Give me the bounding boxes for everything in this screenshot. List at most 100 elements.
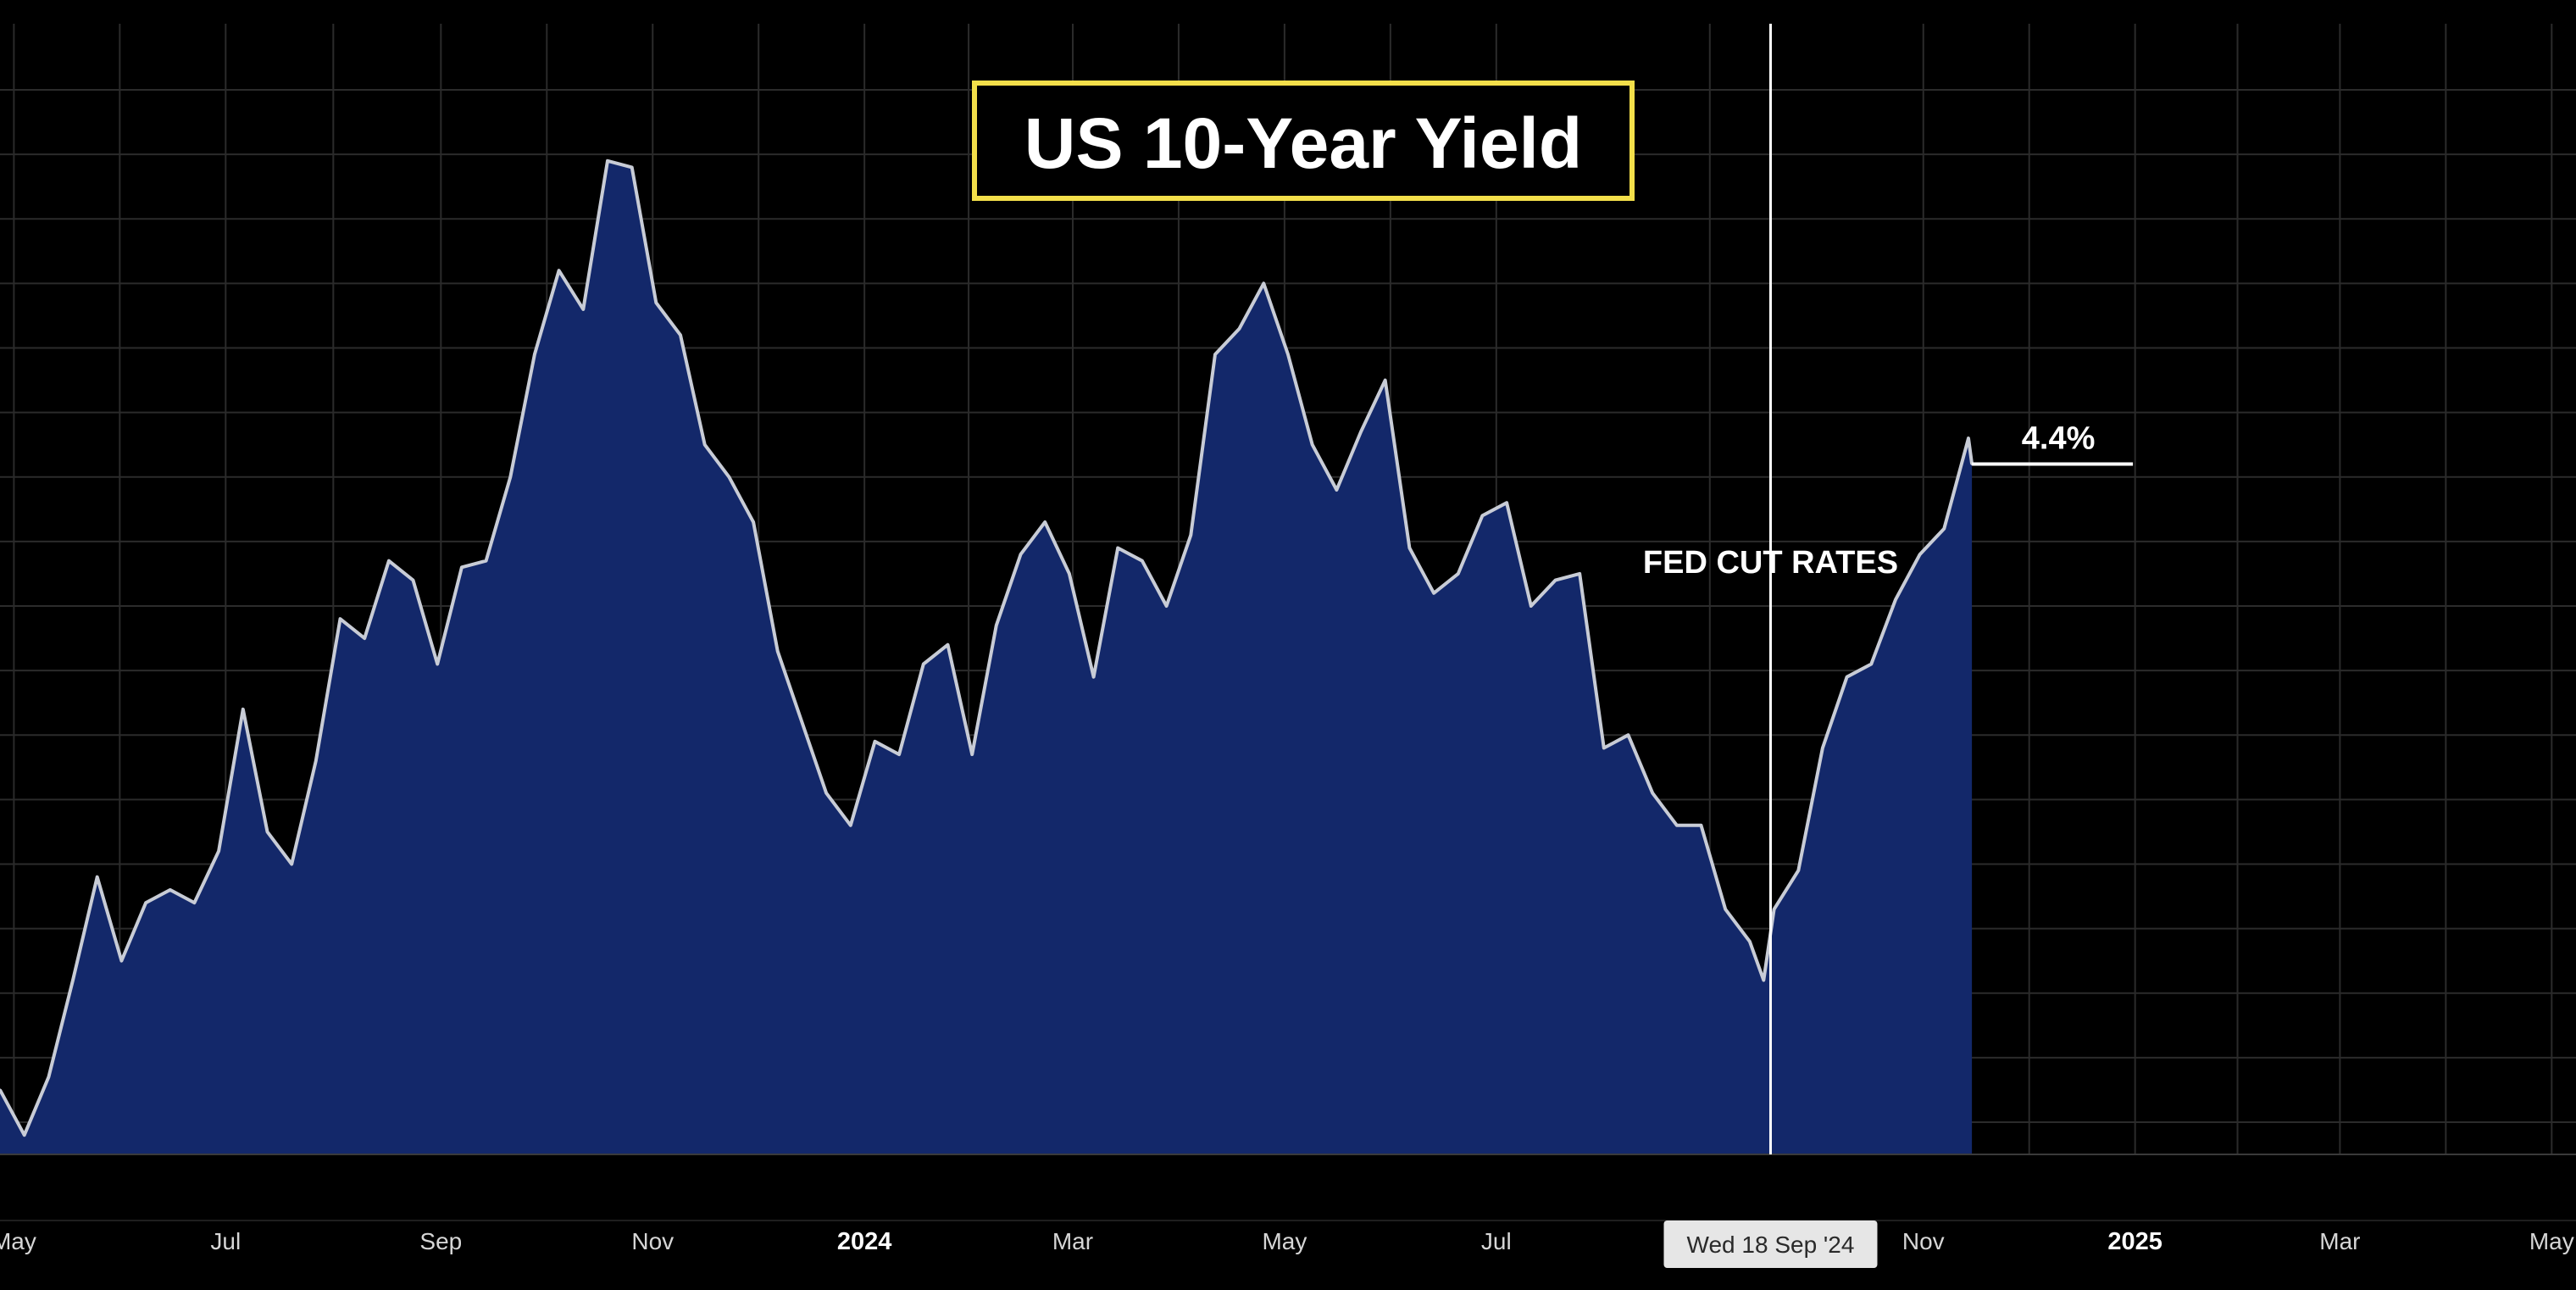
data-point [339,617,342,620]
data-point [824,792,828,795]
data-point [314,759,318,763]
x-tick-label: May [2529,1228,2574,1254]
data-point [800,720,803,724]
data-point [946,643,949,647]
data-point [1602,746,1606,749]
data-point [192,901,196,904]
data-point [1942,527,1946,531]
data-point [1724,908,1727,911]
data-point [1627,733,1630,737]
x-tick-label: Mar [2319,1228,2360,1254]
data-point [558,269,561,272]
x-tick-label: Jul [210,1228,241,1254]
data-point [1918,553,1922,556]
data-point [1262,281,1265,285]
crosshair-date-tag-bg [1663,1220,1878,1268]
data-point [217,849,220,853]
data-point [1359,430,1363,433]
data-point [630,165,634,169]
data-point [533,353,536,356]
data-point [703,443,707,447]
data-point [1505,501,1508,504]
data-point [119,959,123,963]
data-points [0,159,1974,1137]
data-point [1480,514,1484,517]
data-point [897,753,901,756]
data-point [606,159,609,163]
data-point [485,559,488,563]
data-point [1165,604,1169,608]
crosshair-date-tag[interactable]: Wed 18 Sep '24 [1663,1220,1878,1268]
x-tick-label: Mar [1052,1228,1093,1254]
data-point [0,1088,2,1092]
data-point [47,1076,50,1079]
data-point [23,1133,26,1137]
data-point [1019,553,1023,556]
title-frame [972,81,1635,201]
data-point [776,649,780,653]
data-point [970,753,974,756]
data-point [1457,572,1460,575]
data-point [1092,676,1096,679]
data-point [1432,592,1435,595]
crosshair-date-label: Wed 18 Sep '24 [1687,1232,1855,1258]
series-area [0,160,1973,1154]
data-point [1286,353,1290,356]
data-point [581,308,585,311]
data-point [1578,572,1581,575]
data-point [1311,443,1314,447]
x-tick-label: Jul [1481,1228,1512,1254]
data-point [849,824,852,827]
data-point [460,565,464,569]
data-point [71,978,75,981]
data-point [169,888,172,892]
fed-cut-annotation: FED CUT RATES [1643,545,1898,581]
x-tick-label: Nov [1902,1228,1945,1254]
data-point [1238,327,1241,331]
data-point [1407,546,1411,549]
data-point [1700,824,1703,827]
data-point [1773,908,1776,911]
data-point [265,830,269,833]
data-point [679,333,682,336]
data-point [995,624,998,627]
data-point [922,663,925,666]
x-tick-label: May [1262,1228,1307,1254]
data-point [412,579,415,582]
data-point [1796,869,1800,872]
data-point [1384,379,1387,382]
data-point [1189,533,1192,537]
data-point [1043,520,1046,524]
data-point [1675,824,1679,827]
data-point [654,301,658,304]
data-point [1530,604,1533,608]
data-point [144,901,147,904]
x-tick-label: 2025 [2107,1228,2162,1255]
data-point [363,637,366,640]
x-tick-label: 2024 [837,1228,892,1255]
chart-title: US 10-Year Yield [1024,103,1582,183]
data-point [1821,746,1824,749]
data-point [1748,940,1752,943]
data-point [387,559,391,563]
data-point [752,520,755,524]
data-point [1651,792,1654,795]
data-point [1894,598,1897,601]
x-axis-ticks: May Jul Sep Nov 2024 Mar May Jul Nov 2025 Mar May [0,1228,2574,1255]
data-point [1335,488,1338,492]
data-point [1967,436,1970,440]
data-point [1553,579,1557,582]
data-point [242,708,245,711]
data-point [1762,978,1765,981]
data-point [508,475,512,479]
data-point [436,663,439,666]
data-point [727,475,730,479]
series-line [0,158,1974,1137]
data-point [1846,676,1849,679]
x-tick-label: Nov [631,1228,674,1254]
data-point [1869,663,1873,666]
data-point [873,740,876,743]
data-point [290,862,293,865]
data-point [1213,353,1217,356]
